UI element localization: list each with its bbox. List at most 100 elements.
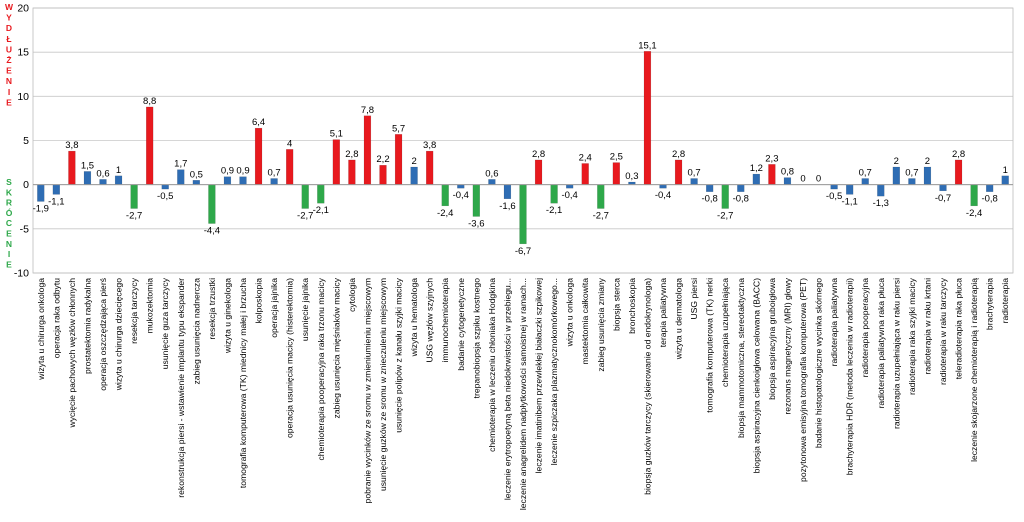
category-label: radioterapia paliatywna raka płuca (876, 278, 886, 409)
category-label: prostatektomia radykalna (82, 278, 92, 374)
category-label: biopsja sterca (611, 278, 621, 331)
data-label: 0,7 (859, 167, 872, 178)
bar (597, 184, 605, 209)
bar (379, 165, 387, 185)
bar (877, 184, 885, 197)
category-label: kolposkopia (254, 278, 264, 324)
category-label: radioterapia w raku tarczycy (938, 277, 948, 385)
bar (177, 169, 185, 185)
category-label: wizyta u chirurga dziecięcego (114, 278, 124, 391)
data-label: 2,8 (532, 149, 545, 160)
category-label: usunięcie guza tarczycy (160, 277, 170, 369)
data-label: -2,7 (126, 211, 142, 222)
bar (923, 166, 932, 185)
y-tick-label: 0 (23, 179, 29, 191)
bar (332, 139, 340, 185)
y-label-top-letter: W (5, 2, 14, 12)
data-label: -2,7 (297, 211, 313, 222)
y-label-top-letter: I (8, 87, 10, 97)
bar (659, 184, 667, 189)
category-label: wycięcie pachowych węzłów chłonnych (67, 278, 77, 429)
bar (830, 184, 838, 190)
data-label: 7,8 (361, 105, 374, 116)
bar (394, 134, 403, 185)
category-label: zabieg usunięcia nadnercza (191, 278, 201, 385)
y-label-top-letter: Ł (6, 34, 11, 44)
y-tick-label: 5 (23, 135, 29, 147)
category-label: zabieg usunięcia mięśniaków macicy (331, 277, 341, 418)
category-label: rekonstrukcja piersi - wstawienie implan… (176, 278, 186, 498)
data-label: -0,8 (701, 194, 717, 205)
data-label: -0,5 (157, 191, 173, 202)
bar (83, 171, 92, 185)
bar (130, 184, 138, 209)
data-label: -2,7 (593, 211, 609, 222)
category-label: resekcja tarczycy (129, 277, 139, 344)
y-label-bottom-letter: K (6, 187, 13, 197)
bar (223, 176, 232, 185)
category-label: usunięcie polipów z kanału szyjki macicy (394, 277, 404, 432)
y-tick-label: -5 (20, 223, 29, 235)
y-label-bottom-letter: E (6, 229, 12, 239)
category-label: radioterapia raka szyjki macicy (907, 277, 917, 395)
data-label: 0,9 (221, 166, 234, 177)
data-label: -3,6 (468, 218, 484, 229)
category-label: mastektomia całkowita (580, 278, 590, 365)
y-label-bottom-letter: N (6, 239, 12, 249)
category-label: wizyta u chirurga onkologa (36, 278, 46, 381)
bar (503, 184, 512, 200)
bar (892, 166, 900, 185)
y-label-top-letter: Ż (6, 55, 11, 65)
bar (348, 159, 356, 185)
category-label: terapia paliatywna (658, 278, 668, 347)
category-label: chemioterapia w leczeniu chłoniaka Hodgk… (487, 278, 497, 452)
y-label-bottom-letter: R (6, 198, 12, 208)
category-label: usunięcie guzków ze sromu w znieczuleniu… (378, 278, 388, 491)
category-label: immunochemioterapia (440, 278, 450, 363)
data-label: 0,3 (625, 171, 638, 182)
data-label: -1,1 (841, 196, 857, 207)
y-label-bottom-letter: E (6, 259, 12, 269)
bar (254, 127, 263, 185)
bar (768, 164, 776, 185)
category-label: biopsja mammotomiczna, stereotaktyczna (736, 278, 746, 438)
bar (519, 184, 527, 245)
data-label: 0 (816, 174, 821, 185)
category-label: mukozektomia (145, 278, 155, 334)
category-label: pozytonowa emisyjna tomografia komputero… (798, 278, 808, 482)
bar (37, 184, 45, 202)
category-label: operacja usunięcia macicy (histerektomia… (285, 278, 295, 438)
bar (457, 184, 465, 189)
data-label: 1 (116, 165, 121, 176)
data-label: 0,7 (268, 167, 281, 178)
y-tick-label: 10 (17, 91, 29, 103)
data-label: -0,8 (733, 194, 749, 205)
data-label: 2,5 (610, 152, 623, 163)
bar (783, 177, 792, 185)
y-label-bottom-letter: C (6, 218, 12, 228)
category-label: leczenie szpiczaka plazmatycznokomórkowe… (549, 278, 559, 465)
bar (986, 184, 994, 192)
bar (908, 178, 916, 185)
category-label: tomografia komputerowa (TK) nerki (705, 278, 715, 413)
y-label-top-letter: D (6, 23, 12, 33)
bar (488, 179, 496, 185)
category-label: biopsja aspiracyjna cienkoigłowa celowan… (751, 278, 761, 474)
bar (690, 178, 698, 185)
bar (426, 150, 434, 185)
category-label: usunięcie jajnika (300, 278, 310, 341)
data-label: 1,5 (81, 160, 94, 171)
data-label: 4 (287, 138, 292, 149)
data-label: -2,7 (717, 211, 733, 222)
category-label: badanie cytogenetyczne (456, 278, 466, 371)
bar (970, 184, 978, 207)
data-label: -4,4 (204, 226, 220, 237)
data-label: 1,2 (750, 163, 763, 174)
category-label: brachyterapia HDR (metoda leczenia w rad… (845, 278, 855, 475)
data-label: -1,9 (33, 203, 49, 214)
data-label: 0,6 (485, 168, 498, 179)
data-label: -0,7 (935, 193, 951, 204)
bar (861, 178, 869, 185)
bar (208, 184, 216, 224)
bar (472, 184, 480, 217)
